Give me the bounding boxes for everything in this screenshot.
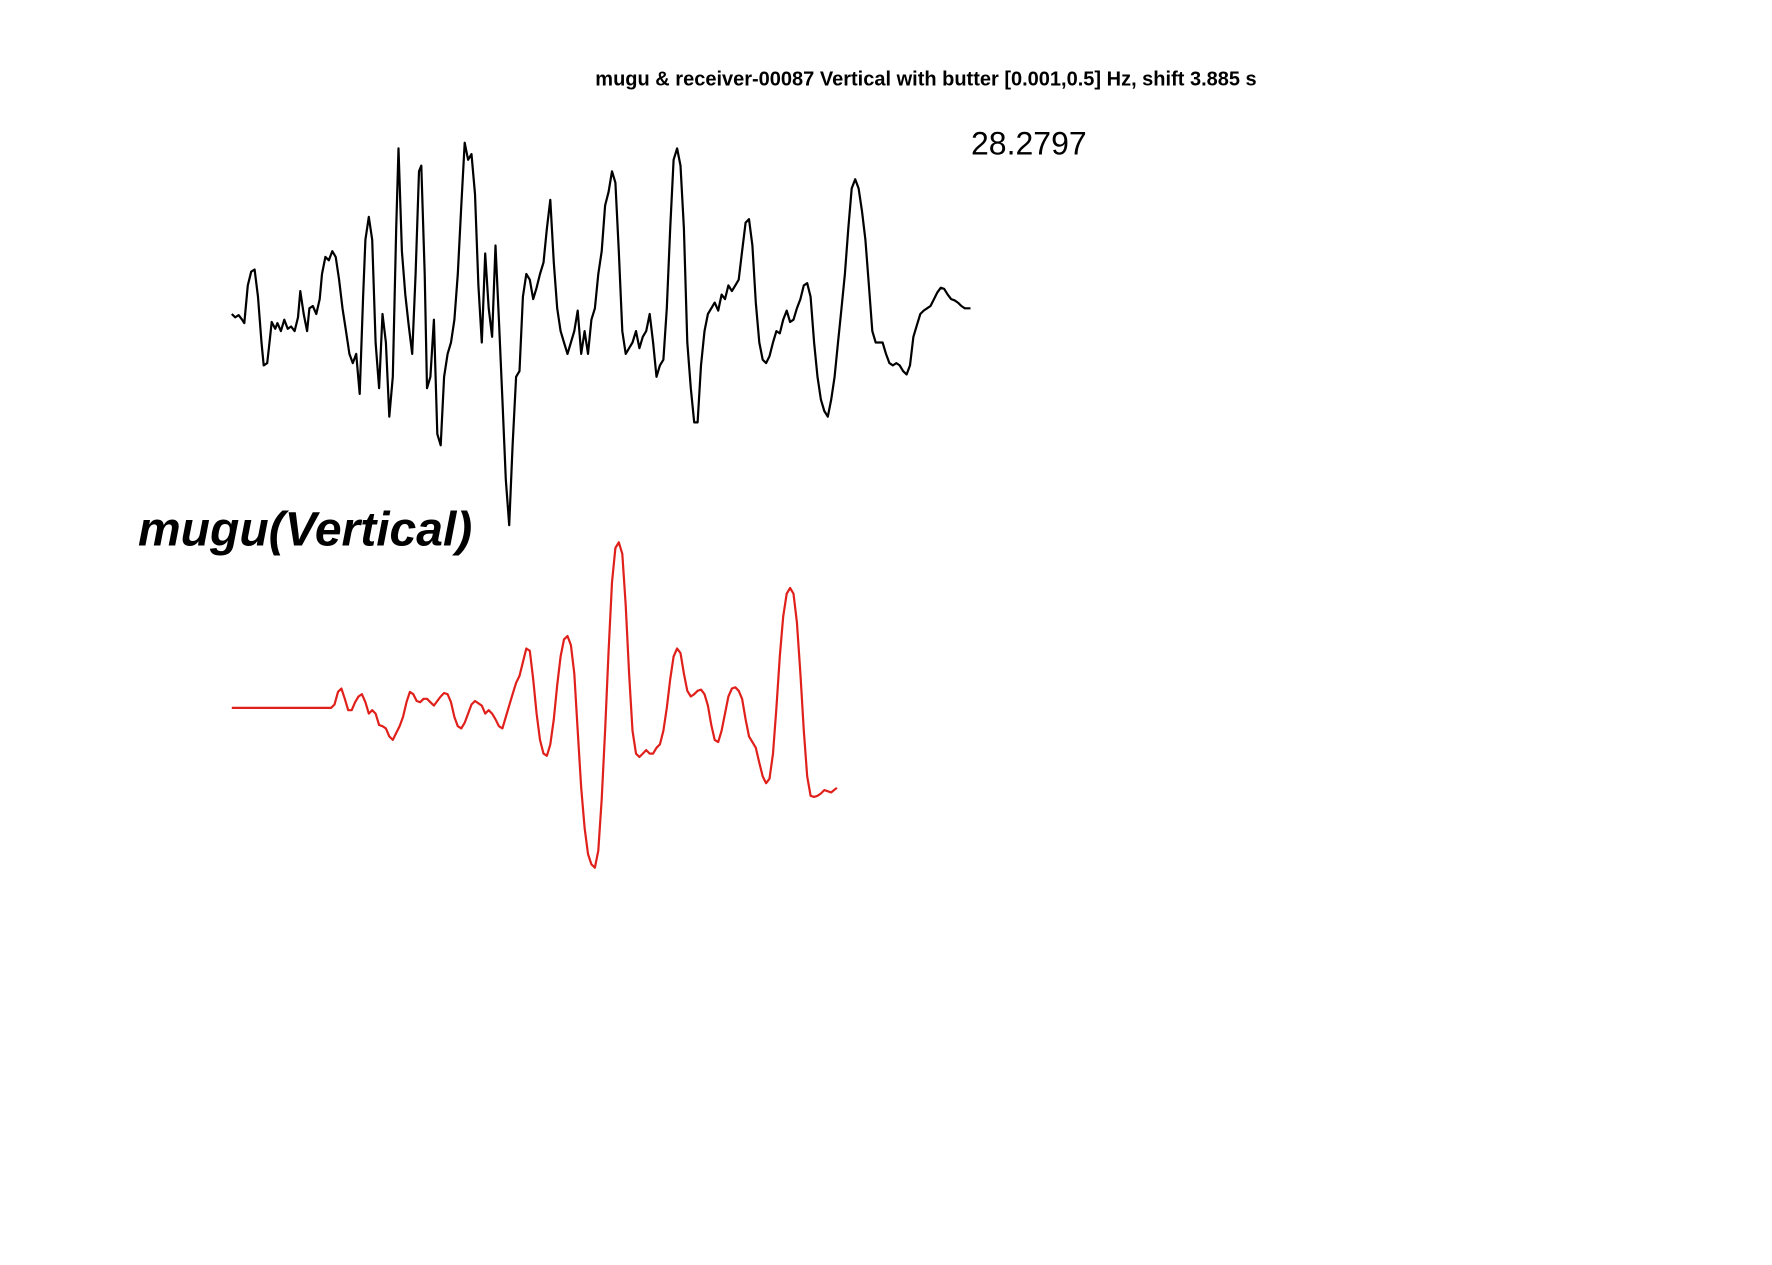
- trace-line: [231, 541, 838, 869]
- chart-title: mugu & receiver-00087 Vertical with butt…: [595, 68, 1256, 90]
- trace-line: [231, 141, 971, 527]
- trace-label: mugu(Vertical): [138, 504, 472, 557]
- annotation: 28.2797: [971, 125, 1087, 161]
